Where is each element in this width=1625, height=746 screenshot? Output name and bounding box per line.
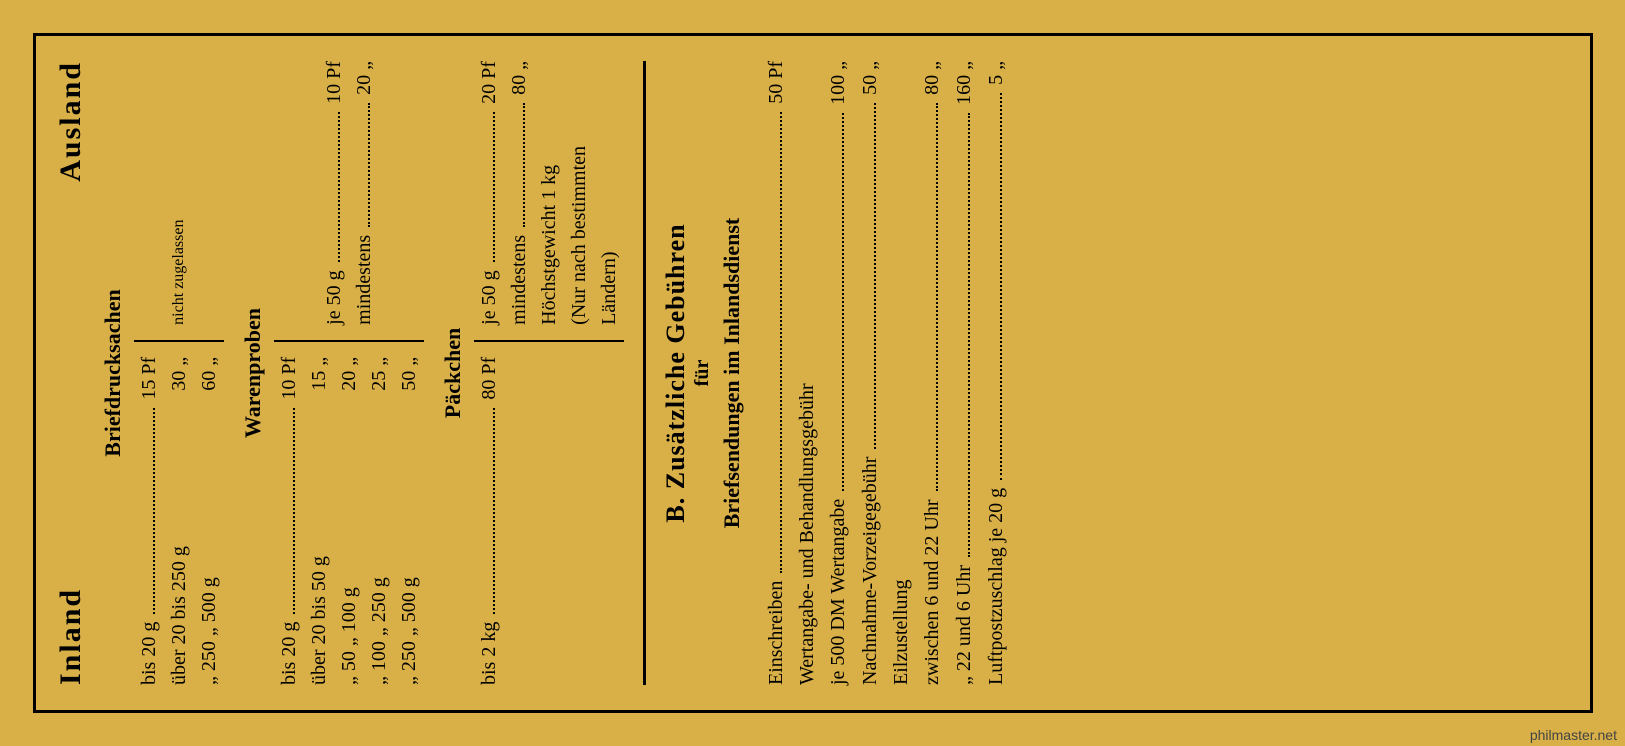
section-b-subtitle: Briefsendungen im Inlandsdienst [719, 61, 745, 685]
warenproben-left: bis 20 g10 Pf über 20 bis 50 g15 „ „ 50 … [274, 342, 424, 685]
briefdrucksachen-right: nicht zugelassen [134, 61, 224, 342]
watermark: philmaster.net [1530, 727, 1617, 743]
paeckchen-right: je 50 g20 Pf mindestens80 „ Höchstgewich… [474, 61, 624, 342]
section-b: B. Zusätzliche Gebühren für Briefsendung… [643, 61, 1012, 685]
section-b-title: B. Zusätzliche Gebühren [661, 61, 691, 685]
warenproben-title: Warenproben [240, 61, 266, 685]
header-ausland: Ausland [54, 61, 88, 182]
header-inland: Inland [54, 588, 88, 685]
warenproben-right: je 50 g10 Pf mindestens20 „ [274, 61, 424, 342]
paeckchen-content: bis 2 kg80 Pf je 50 g20 Pf mindestens80 … [474, 61, 624, 685]
paeckchen-left: bis 2 kg80 Pf [474, 342, 624, 685]
page: Inland Ausland Briefdrucksachen bis 20 g… [0, 0, 1625, 746]
content-box: Inland Ausland Briefdrucksachen bis 20 g… [33, 33, 1593, 713]
briefdrucksachen-title: Briefdrucksachen [100, 61, 126, 685]
briefdrucksachen-left: bis 20 g15 Pf über 20 bis 250 g30 „ „ 25… [134, 342, 224, 685]
warenproben-content: bis 20 g10 Pf über 20 bis 50 g15 „ „ 50 … [274, 61, 424, 685]
paeckchen-title: Päckchen [440, 61, 466, 685]
briefdrucksachen-content: bis 20 g15 Pf über 20 bis 250 g30 „ „ 25… [134, 61, 224, 685]
header-row: Inland Ausland [54, 61, 88, 685]
section-b-fur: für [691, 61, 714, 685]
rotated-content: Inland Ausland Briefdrucksachen bis 20 g… [33, 33, 1593, 713]
